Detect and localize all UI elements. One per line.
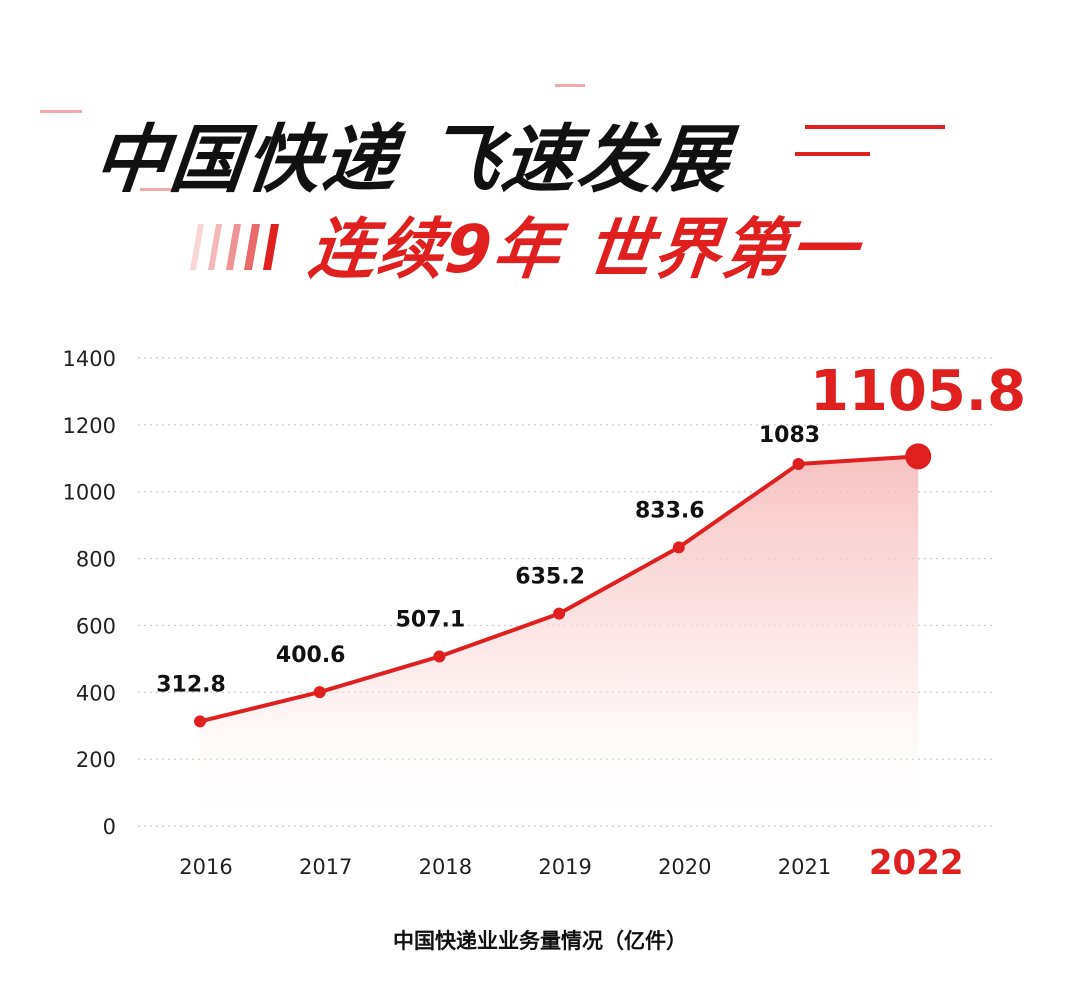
value-label: 312.8 — [156, 672, 226, 697]
data-point — [792, 457, 805, 470]
x-tick-label: 2016 — [179, 855, 232, 879]
page-subtitle: 连续9年 世界第一 — [305, 211, 863, 288]
value-label: 635.2 — [515, 565, 585, 590]
data-point — [313, 686, 326, 699]
data-point — [194, 715, 206, 728]
deco-line — [555, 84, 585, 87]
deco-line — [805, 125, 945, 129]
data-point — [672, 541, 685, 554]
y-tick-label: 400 — [76, 681, 116, 705]
y-tick-label: 200 — [76, 748, 116, 772]
deco-line — [140, 188, 172, 191]
deco-line — [795, 152, 870, 156]
highlight-data-point — [905, 443, 932, 470]
y-tick-label: 1200 — [63, 414, 116, 438]
area-fill — [200, 456, 919, 826]
value-label: 400.6 — [276, 643, 346, 668]
deco-line — [40, 110, 82, 113]
y-tick-label: 600 — [76, 614, 116, 638]
y-tick-label: 1000 — [63, 481, 116, 505]
x-tick-label: 2019 — [538, 855, 591, 879]
x-tick-label: 2017 — [299, 855, 352, 879]
x-tick-label-highlight: 2022 — [869, 843, 964, 883]
y-tick-label: 1400 — [63, 347, 116, 371]
x-tick-label: 2018 — [419, 855, 472, 879]
slash-decoration — [190, 224, 279, 270]
data-point — [433, 650, 446, 663]
value-label: 1083 — [759, 423, 820, 448]
x-tick-label: 2021 — [778, 855, 831, 879]
value-label: 507.1 — [396, 607, 466, 632]
value-label: 833.6 — [635, 498, 705, 523]
y-tick-label: 0 — [103, 815, 116, 839]
line-area-chart: 0 200 400 600 800 1000 1200 1400 312.8 400.6 507.… — [63, 347, 1027, 953]
data-point — [553, 607, 566, 620]
y-tick-label: 800 — [76, 548, 116, 572]
page-title: 中国快递 飞速发展 — [89, 117, 735, 203]
x-tick-label: 2020 — [658, 855, 711, 879]
highlight-value-label: 1105.8 — [810, 359, 1026, 424]
x-axis-title: 中国快递业业务量情况（亿件） — [393, 929, 687, 953]
